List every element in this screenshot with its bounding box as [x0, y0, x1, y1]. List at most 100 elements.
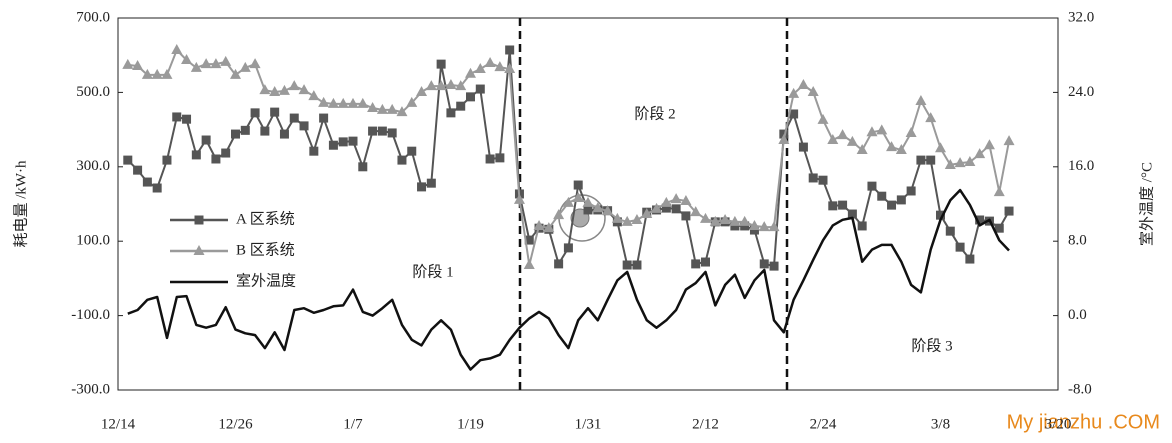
marker — [856, 144, 868, 155]
marker — [729, 215, 741, 226]
marker — [455, 80, 467, 91]
marker — [397, 155, 407, 165]
marker — [935, 142, 946, 153]
marker — [524, 235, 534, 245]
marker — [562, 196, 574, 207]
marker — [162, 155, 172, 165]
marker — [709, 215, 721, 226]
marker — [563, 243, 573, 253]
marker — [690, 206, 702, 217]
marker — [660, 196, 672, 207]
marker — [916, 155, 926, 165]
marker — [965, 254, 975, 264]
marker — [554, 259, 564, 269]
marker — [425, 80, 437, 91]
marker — [827, 134, 839, 145]
marker — [759, 259, 769, 269]
marker — [983, 139, 995, 150]
marker — [407, 146, 417, 156]
marker — [895, 144, 907, 155]
marker — [249, 58, 261, 69]
marker — [230, 68, 241, 79]
marker — [857, 221, 867, 231]
marker — [259, 84, 271, 95]
marker — [122, 58, 134, 69]
marker — [974, 148, 986, 159]
marker — [886, 141, 898, 152]
marker — [915, 94, 927, 105]
x-tick-label: 3/8 — [931, 416, 950, 432]
series-line — [127, 49, 1010, 266]
marker — [309, 146, 319, 156]
marker — [221, 148, 231, 158]
legend-label: B 区系统 — [236, 241, 295, 258]
y2-tick-label: 0.0 — [1068, 307, 1087, 323]
marker — [573, 180, 583, 190]
x-tick-label: 12/26 — [218, 416, 253, 432]
marker — [975, 215, 985, 225]
marker — [543, 222, 555, 233]
marker — [807, 86, 819, 97]
plot-frame — [117, 17, 1059, 391]
marker — [719, 213, 731, 224]
marker — [769, 261, 779, 271]
marker — [141, 68, 153, 79]
marker — [866, 126, 878, 137]
marker — [504, 62, 516, 73]
marker — [905, 126, 917, 137]
marker — [641, 208, 653, 219]
y2-tick-label: 24.0 — [1068, 84, 1094, 100]
y-axis-label: 耗电量 /kW·h — [12, 160, 29, 248]
marker — [319, 113, 329, 123]
marker — [133, 165, 143, 175]
marker — [964, 155, 976, 166]
marker — [828, 201, 838, 211]
marker — [622, 260, 632, 270]
series-line — [127, 188, 1010, 371]
marker — [376, 103, 388, 114]
y-tick-label: 700.0 — [76, 9, 110, 25]
marker — [789, 109, 799, 119]
marker — [797, 78, 809, 89]
marker — [269, 86, 281, 97]
marker — [887, 200, 897, 210]
marker — [838, 200, 848, 210]
marker — [847, 209, 857, 219]
marker — [426, 178, 436, 188]
marker — [328, 140, 338, 150]
marker — [231, 129, 240, 139]
marker — [193, 245, 205, 255]
marker — [210, 58, 222, 69]
annotation: 阶段 1 — [412, 263, 453, 280]
marker — [348, 136, 358, 146]
marker — [152, 183, 162, 193]
marker — [211, 154, 221, 164]
y-tick-label: -300.0 — [71, 381, 110, 397]
marker — [739, 215, 751, 226]
marker — [778, 134, 790, 145]
marker — [993, 186, 1005, 197]
marker — [308, 90, 320, 101]
marker — [523, 259, 535, 270]
marker — [278, 84, 290, 95]
marker — [533, 219, 545, 230]
marker — [994, 223, 1004, 233]
marker — [758, 221, 770, 232]
marker — [505, 45, 515, 55]
marker — [513, 193, 525, 204]
marker — [621, 215, 633, 226]
y2-tick-label: -8.0 — [1068, 381, 1092, 397]
marker — [670, 193, 682, 204]
y2-axis-label: 室外温度 /°C — [1138, 162, 1155, 246]
marker — [201, 135, 211, 145]
x-tick-label: 1/31 — [575, 416, 602, 432]
marker — [368, 126, 378, 136]
marker — [239, 61, 251, 72]
y-tick-label: 100.0 — [76, 233, 110, 249]
marker — [631, 213, 643, 224]
marker — [445, 78, 457, 89]
annotation: 阶段 2 — [634, 105, 675, 122]
marker — [1004, 206, 1014, 216]
marker — [190, 61, 202, 72]
